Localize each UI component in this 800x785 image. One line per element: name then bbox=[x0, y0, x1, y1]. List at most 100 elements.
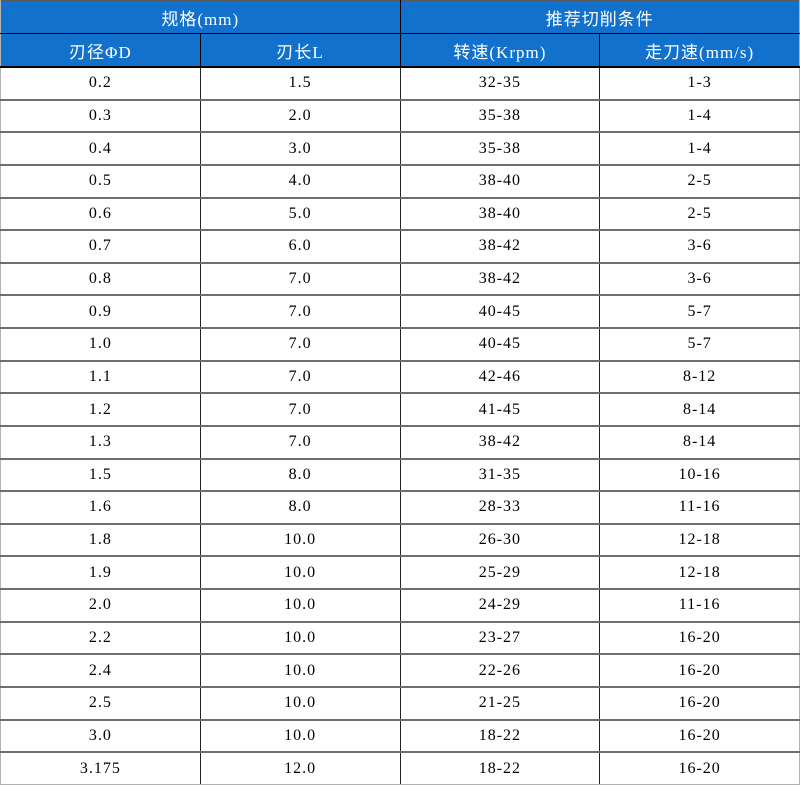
table-row: 2.5 10.0 21-25 16-20 bbox=[0, 685, 800, 720]
table-cell: 18-22 bbox=[399, 751, 601, 785]
table-row: 0.6 5.0 38-40 2-5 bbox=[0, 196, 800, 231]
table-cell: 16-20 bbox=[599, 751, 800, 785]
table-cell: 8-14 bbox=[599, 424, 800, 459]
table-row: 0.7 6.0 38-42 3-6 bbox=[0, 229, 800, 263]
table-cell: 3.0 bbox=[0, 718, 201, 753]
table-cell: 6.0 bbox=[199, 229, 401, 263]
table-cell: 16-20 bbox=[599, 718, 800, 753]
table-cell: 0.7 bbox=[0, 229, 201, 263]
table-cell: 5.0 bbox=[199, 196, 401, 231]
table-cell: 12-18 bbox=[599, 522, 800, 557]
header-group-row: 规格(mm) 推荐切削条件 bbox=[0, 0, 800, 34]
table-cell: 41-45 bbox=[399, 392, 601, 426]
table-cell: 7.0 bbox=[199, 359, 401, 394]
table-cell: 1.6 bbox=[0, 490, 201, 524]
table-cell: 2.0 bbox=[199, 98, 401, 133]
table-cell: 10.0 bbox=[199, 685, 401, 720]
table-cell: 1.3 bbox=[0, 424, 201, 459]
table-cell: 11-16 bbox=[599, 490, 800, 524]
header-group-cutting-conditions: 推荐切削条件 bbox=[399, 0, 800, 34]
table-cell: 10.0 bbox=[199, 588, 401, 622]
table-cell: 35-38 bbox=[399, 98, 601, 133]
table-cell: 7.0 bbox=[199, 392, 401, 426]
table-cell: 11-16 bbox=[599, 588, 800, 622]
table-cell: 38-40 bbox=[399, 196, 601, 231]
table-cell: 38-42 bbox=[399, 424, 601, 459]
table-cell: 1.8 bbox=[0, 522, 201, 557]
table-cell: 25-29 bbox=[399, 555, 601, 589]
table-cell: 0.9 bbox=[0, 294, 201, 328]
table-cell: 1-3 bbox=[599, 67, 800, 100]
header-group-spec: 规格(mm) bbox=[0, 0, 401, 34]
table-cell: 1.5 bbox=[199, 67, 401, 100]
table-cell: 22-26 bbox=[399, 653, 601, 687]
table-row: 1.9 10.0 25-29 12-18 bbox=[0, 555, 800, 589]
table-row: 1.6 8.0 28-33 11-16 bbox=[0, 490, 800, 524]
table-cell: 1.0 bbox=[0, 327, 201, 361]
table-cell: 2.5 bbox=[0, 685, 201, 720]
table-cell: 10.0 bbox=[199, 522, 401, 557]
table-cell: 16-20 bbox=[599, 653, 800, 687]
table-cell: 0.6 bbox=[0, 196, 201, 231]
table-cell: 0.8 bbox=[0, 261, 201, 296]
table-cell: 12.0 bbox=[199, 751, 401, 785]
table-row: 1.1 7.0 42-46 8-12 bbox=[0, 359, 800, 394]
table-cell: 28-33 bbox=[399, 490, 601, 524]
table-row: 0.4 3.0 35-38 1-4 bbox=[0, 131, 800, 165]
table-cell: 8.0 bbox=[199, 457, 401, 492]
table-cell: 2.4 bbox=[0, 653, 201, 687]
column-header-blade-length: 刃长L bbox=[199, 33, 401, 68]
table-cell: 16-20 bbox=[599, 620, 800, 655]
table-cell: 8.0 bbox=[199, 490, 401, 524]
table-row: 3.0 10.0 18-22 16-20 bbox=[0, 718, 800, 753]
table-row: 2.2 10.0 23-27 16-20 bbox=[0, 620, 800, 655]
table-cell: 8-14 bbox=[599, 392, 800, 426]
table-cell: 38-40 bbox=[399, 163, 601, 198]
table-cell: 35-38 bbox=[399, 131, 601, 165]
table-body: 0.2 1.5 32-35 1-3 0.3 2.0 35-38 1-4 0.4 3.0 35-38 1… bbox=[0, 67, 800, 785]
table-cell: 5-7 bbox=[599, 327, 800, 361]
table-cell: 3-6 bbox=[599, 229, 800, 263]
table-cell: 0.5 bbox=[0, 163, 201, 198]
table-cell: 40-45 bbox=[399, 327, 601, 361]
table-cell: 0.2 bbox=[0, 67, 201, 100]
table-cell: 7.0 bbox=[199, 261, 401, 296]
table-cell: 12-18 bbox=[599, 555, 800, 589]
table-cell: 16-20 bbox=[599, 685, 800, 720]
table-cell: 18-22 bbox=[399, 718, 601, 753]
table-row: 3.175 12.0 18-22 16-20 bbox=[0, 751, 800, 785]
table-cell: 1.1 bbox=[0, 359, 201, 394]
table-cell: 7.0 bbox=[199, 294, 401, 328]
table-cell: 1.9 bbox=[0, 555, 201, 589]
table-row: 0.8 7.0 38-42 3-6 bbox=[0, 261, 800, 296]
table-cell: 7.0 bbox=[199, 424, 401, 459]
table-cell: 3.175 bbox=[0, 751, 201, 785]
table-row: 1.3 7.0 38-42 8-14 bbox=[0, 424, 800, 459]
table-cell: 3-6 bbox=[599, 261, 800, 296]
table-row: 1.8 10.0 26-30 12-18 bbox=[0, 522, 800, 557]
table-cell: 0.3 bbox=[0, 98, 201, 133]
table-row: 2.0 10.0 24-29 11-16 bbox=[0, 588, 800, 622]
table-cell: 2.2 bbox=[0, 620, 201, 655]
table-cell: 42-46 bbox=[399, 359, 601, 394]
column-header-feed-rate: 走刀速(mm/s) bbox=[599, 33, 800, 68]
table-cell: 2-5 bbox=[599, 196, 800, 231]
table-cell: 4.0 bbox=[199, 163, 401, 198]
table-row: 0.5 4.0 38-40 2-5 bbox=[0, 163, 800, 198]
table-row: 0.9 7.0 40-45 5-7 bbox=[0, 294, 800, 328]
table-row: 1.2 7.0 41-45 8-14 bbox=[0, 392, 800, 426]
table-cell: 21-25 bbox=[399, 685, 601, 720]
table-row: 2.4 10.0 22-26 16-20 bbox=[0, 653, 800, 687]
table-cell: 7.0 bbox=[199, 327, 401, 361]
table-cell: 8-12 bbox=[599, 359, 800, 394]
table-row: 0.3 2.0 35-38 1-4 bbox=[0, 98, 800, 133]
table-row: 1.0 7.0 40-45 5-7 bbox=[0, 327, 800, 361]
table-cell: 31-35 bbox=[399, 457, 601, 492]
table-row: 0.2 1.5 32-35 1-3 bbox=[0, 67, 800, 100]
table-cell: 38-42 bbox=[399, 261, 601, 296]
table-cell: 26-30 bbox=[399, 522, 601, 557]
table-cell: 1-4 bbox=[599, 131, 800, 165]
table-cell: 10.0 bbox=[199, 718, 401, 753]
table-row: 1.5 8.0 31-35 10-16 bbox=[0, 457, 800, 492]
